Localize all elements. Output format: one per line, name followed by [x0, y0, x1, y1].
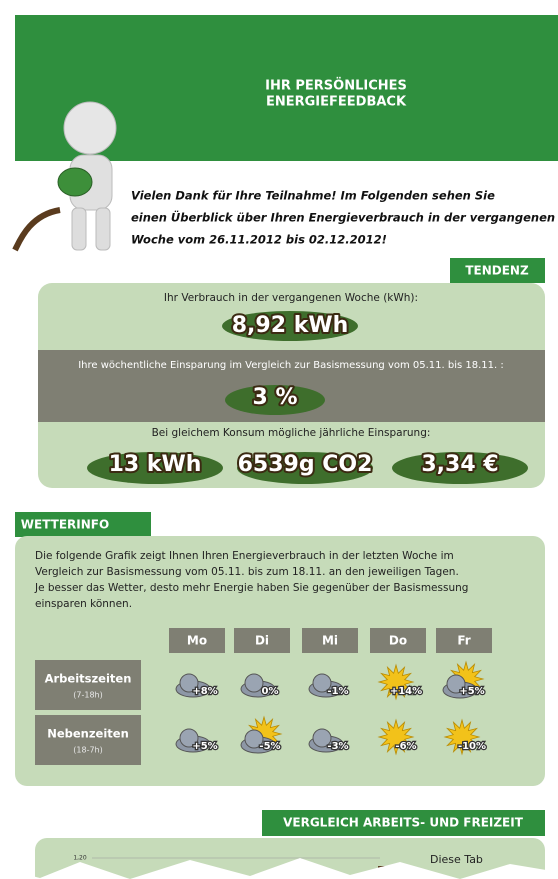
tab-label: TENDENZ	[465, 264, 529, 278]
wetter-text: einsparen können.	[35, 598, 132, 610]
day-label: Mi	[322, 634, 338, 648]
weather-value: -3%	[327, 741, 348, 752]
weather-value: +5%	[459, 686, 484, 697]
wetter-text: Die folgende Grafik zeigt Ihnen Ihren En…	[35, 550, 454, 562]
row-label: Nebenzeiten	[47, 727, 129, 741]
weather-value: -6%	[395, 741, 416, 752]
annual-value: 3,34 €	[421, 452, 498, 477]
row-label: Arbeitszeiten	[45, 672, 132, 686]
weather-value: +14%	[390, 686, 422, 697]
axis-tick: 1,20	[73, 855, 87, 862]
cloud-icon	[245, 674, 263, 692]
intro-line: einen Überblick über Ihren Energieverbra…	[131, 210, 555, 225]
wetter-text: Je besser das Wetter, desto mehr Energie…	[34, 582, 468, 594]
day-label: Do	[389, 634, 407, 648]
intro-line: Woche vom 26.11.2012 bis 02.12.2012!	[131, 233, 387, 247]
weather-value: +5%	[192, 741, 217, 752]
day-label: Mo	[187, 634, 207, 648]
header-title: IHR PERSÖNLICHES	[265, 78, 407, 94]
annual-label: Bei gleichem Konsum mögliche jährliche E…	[152, 427, 431, 439]
row-hours: (18-7h)	[73, 746, 102, 755]
annual-value: 6539g CO2	[238, 452, 373, 477]
weather-value: -5%	[259, 741, 280, 752]
weather-value: -1%	[327, 686, 348, 697]
annual-value: 13 kWh	[109, 452, 202, 477]
savings-label: Ihre wöchentliche Einsparung im Vergleic…	[78, 360, 504, 371]
wetter-text: Vergleich zur Basismessung vom 05.11. bi…	[35, 566, 459, 578]
page: IHR PERSÖNLICHES ENERGIEFEEDBACK Vielen …	[0, 0, 558, 879]
savings-value: 3 %	[252, 385, 297, 410]
tab-label: WETTERINFO	[21, 518, 109, 532]
day-label: Fr	[457, 634, 470, 648]
day-label: Di	[255, 634, 269, 648]
consumption-value: 8,92 kWh	[232, 313, 349, 338]
weather-value: 0%	[262, 686, 279, 697]
weather-value: -10%	[458, 741, 486, 752]
intro-line: Vielen Dank für Ihre Teilnahme! Im Folge…	[131, 189, 495, 203]
consumption-label: Ihr Verbrauch in der vergangenen Woche (…	[164, 292, 418, 304]
row-hours: (7-18h)	[73, 691, 102, 700]
panel-text: Diese Tab	[430, 853, 483, 866]
tab-label: VERGLEICH ARBEITS- UND FREIZEIT	[283, 816, 524, 830]
weather-value: +8%	[192, 686, 217, 697]
header-title: ENERGIEFEEDBACK	[266, 95, 407, 110]
